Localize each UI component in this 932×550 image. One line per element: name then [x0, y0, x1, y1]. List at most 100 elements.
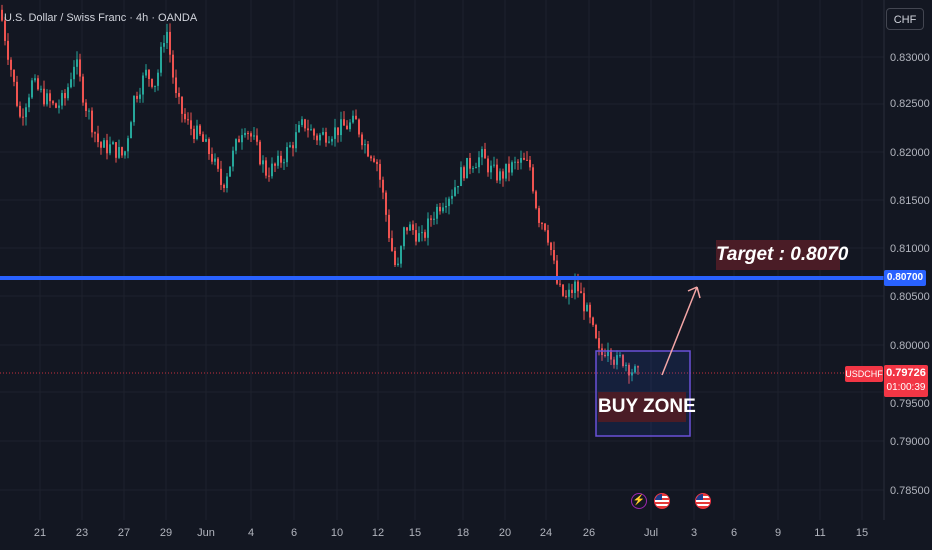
time-tick: Jun	[197, 527, 215, 539]
candle-body	[331, 138, 333, 142]
candle-body	[508, 163, 510, 173]
currency-button[interactable]: CHF	[886, 8, 924, 30]
candle-body	[127, 138, 129, 152]
candle-body	[418, 233, 420, 242]
candle-body	[355, 115, 357, 120]
buy-zone-annotation[interactable]: BUY ZONE	[598, 392, 696, 422]
candle-body	[160, 46, 162, 73]
candle-body	[415, 230, 417, 242]
candle-body	[130, 122, 132, 139]
candle-body	[460, 167, 462, 187]
candle-body	[541, 222, 543, 224]
candle-body	[532, 167, 534, 192]
candle-body	[298, 124, 300, 133]
candle-body	[76, 59, 78, 67]
candle-body	[85, 102, 87, 111]
candle-body	[577, 281, 579, 292]
candle-body	[223, 184, 225, 189]
candles-layer	[1, 4, 639, 384]
time-tick: Jul	[643, 527, 659, 539]
candle-body	[199, 125, 201, 135]
candle-body	[205, 139, 207, 142]
candle-body	[367, 144, 369, 157]
candle-body	[181, 96, 183, 114]
candle-body	[637, 366, 639, 368]
candle-body	[535, 191, 537, 209]
candle-body	[613, 359, 615, 365]
candle-body	[514, 161, 516, 163]
price-tick: 0.81500	[890, 195, 930, 207]
candle-body	[184, 113, 186, 120]
candle-body	[250, 133, 252, 137]
target-annotation[interactable]: Target : 0.8070	[716, 240, 848, 270]
candle-body	[496, 164, 498, 181]
candle-body	[88, 110, 90, 112]
candle-body	[442, 207, 444, 212]
candle-body	[202, 134, 204, 142]
candle-body	[235, 139, 237, 151]
candle-body	[538, 208, 540, 223]
candle-body	[346, 125, 348, 130]
candle-body	[493, 164, 495, 166]
candle-body	[562, 284, 564, 296]
candle-body	[103, 140, 105, 148]
time-tick: 23	[75, 527, 89, 539]
candle-body	[220, 168, 222, 185]
candle-body	[391, 238, 393, 251]
candle-body	[94, 132, 96, 134]
candle-body	[352, 115, 354, 123]
time-tick: 6	[290, 527, 298, 539]
candle-body	[208, 139, 210, 155]
candle-body	[58, 105, 60, 108]
candle-body	[478, 157, 480, 168]
price-tick: 0.82000	[890, 147, 930, 159]
candle-body	[322, 132, 324, 135]
candle-body	[37, 78, 39, 90]
candle-body	[256, 135, 258, 142]
candle-body	[550, 242, 552, 251]
candle-body	[259, 141, 261, 165]
candle-body	[43, 88, 45, 105]
candle-body	[580, 291, 582, 294]
candle-body	[334, 127, 336, 139]
candle-body	[79, 59, 81, 77]
price-tick: 0.82500	[890, 98, 930, 110]
last-price-value: 0.79726	[886, 367, 926, 379]
us-flag-icon[interactable]	[654, 493, 670, 509]
candle-body	[31, 80, 33, 98]
candle-body	[469, 157, 471, 169]
candle-body	[70, 79, 72, 88]
candle-body	[196, 125, 198, 139]
candle-body	[565, 295, 567, 297]
candle-body	[55, 103, 57, 108]
candle-body	[421, 232, 423, 234]
candle-body	[136, 95, 138, 99]
candle-body	[472, 168, 474, 170]
candle-body	[517, 161, 519, 163]
candle-body	[178, 93, 180, 97]
candle-body	[394, 250, 396, 265]
candle-body	[244, 132, 246, 136]
candle-body	[271, 163, 273, 177]
flash-icon[interactable]: ⚡	[631, 493, 647, 509]
price-tick: 0.83000	[890, 52, 930, 64]
candle-body	[631, 372, 633, 376]
candle-body	[1, 9, 3, 21]
candle-body	[25, 107, 27, 118]
candle-body	[364, 144, 366, 146]
candle-body	[607, 349, 609, 357]
candle-body	[187, 119, 189, 121]
candle-body	[340, 119, 342, 136]
candle-body	[463, 167, 465, 179]
candle-body	[628, 364, 630, 376]
candle-body	[109, 144, 111, 154]
candle-body	[568, 289, 570, 297]
candle-body	[544, 223, 546, 231]
us-flag-icon[interactable]	[695, 493, 711, 509]
candle-body	[139, 94, 141, 99]
candle-body	[73, 66, 75, 80]
candle-body	[490, 165, 492, 173]
candle-body	[424, 232, 426, 238]
price-tick: 0.78500	[890, 485, 930, 497]
